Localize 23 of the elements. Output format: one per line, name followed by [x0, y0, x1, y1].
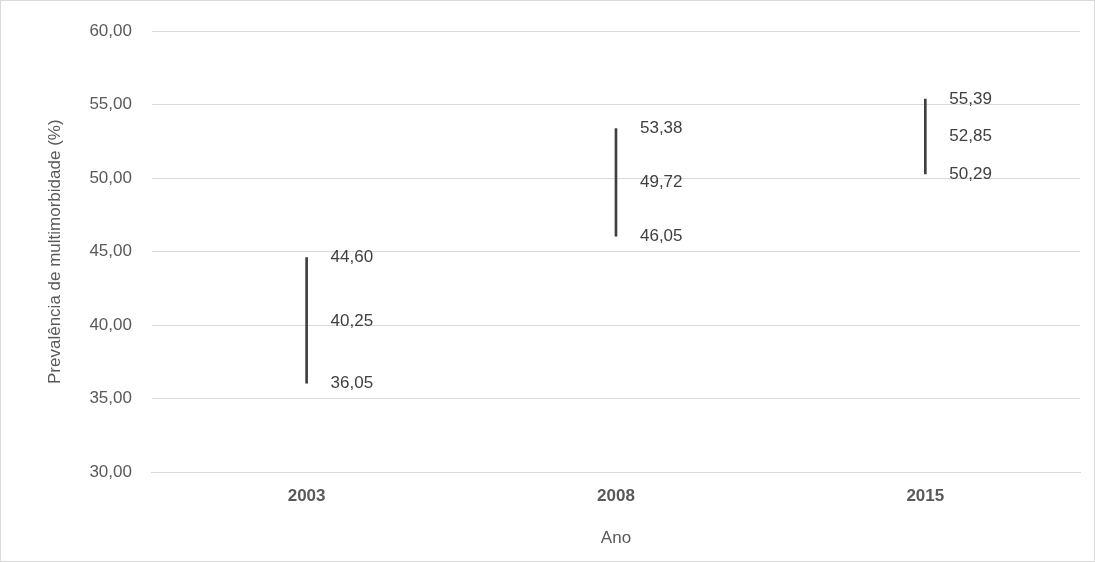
bar — [923, 98, 927, 175]
x-axis-title: Ano — [600, 528, 632, 548]
bar — [305, 257, 308, 384]
y-tick-label: 60,00 — [89, 20, 132, 40]
x-tick-label: 2003 — [287, 486, 326, 506]
annotation: 53,38 — [639, 118, 683, 138]
y-tick-label: 30,00 — [89, 461, 132, 481]
y-tick-label: 45,00 — [89, 241, 132, 261]
annotation: 36,05 — [330, 372, 374, 392]
annotation: 46,05 — [639, 225, 683, 245]
annotation: 50,29 — [949, 163, 992, 183]
y-tick-label: 35,00 — [89, 388, 132, 408]
annotation: 52,85 — [949, 125, 992, 145]
y-axis-title: Prevalência de multimorbidade (%) — [44, 119, 64, 384]
annotation: 40,25 — [330, 311, 374, 331]
x-tick-label: 2008 — [597, 486, 635, 506]
annotation: 44,60 — [330, 247, 374, 267]
annotation: 49,72 — [639, 172, 683, 191]
y-tick-label: 55,00 — [89, 94, 132, 114]
x-tick-label: 2015 — [906, 486, 945, 506]
y-tick-label: 40,00 — [89, 314, 132, 334]
annotation: 55,39 — [949, 88, 992, 108]
y-tick-label: 50,00 — [89, 167, 132, 187]
